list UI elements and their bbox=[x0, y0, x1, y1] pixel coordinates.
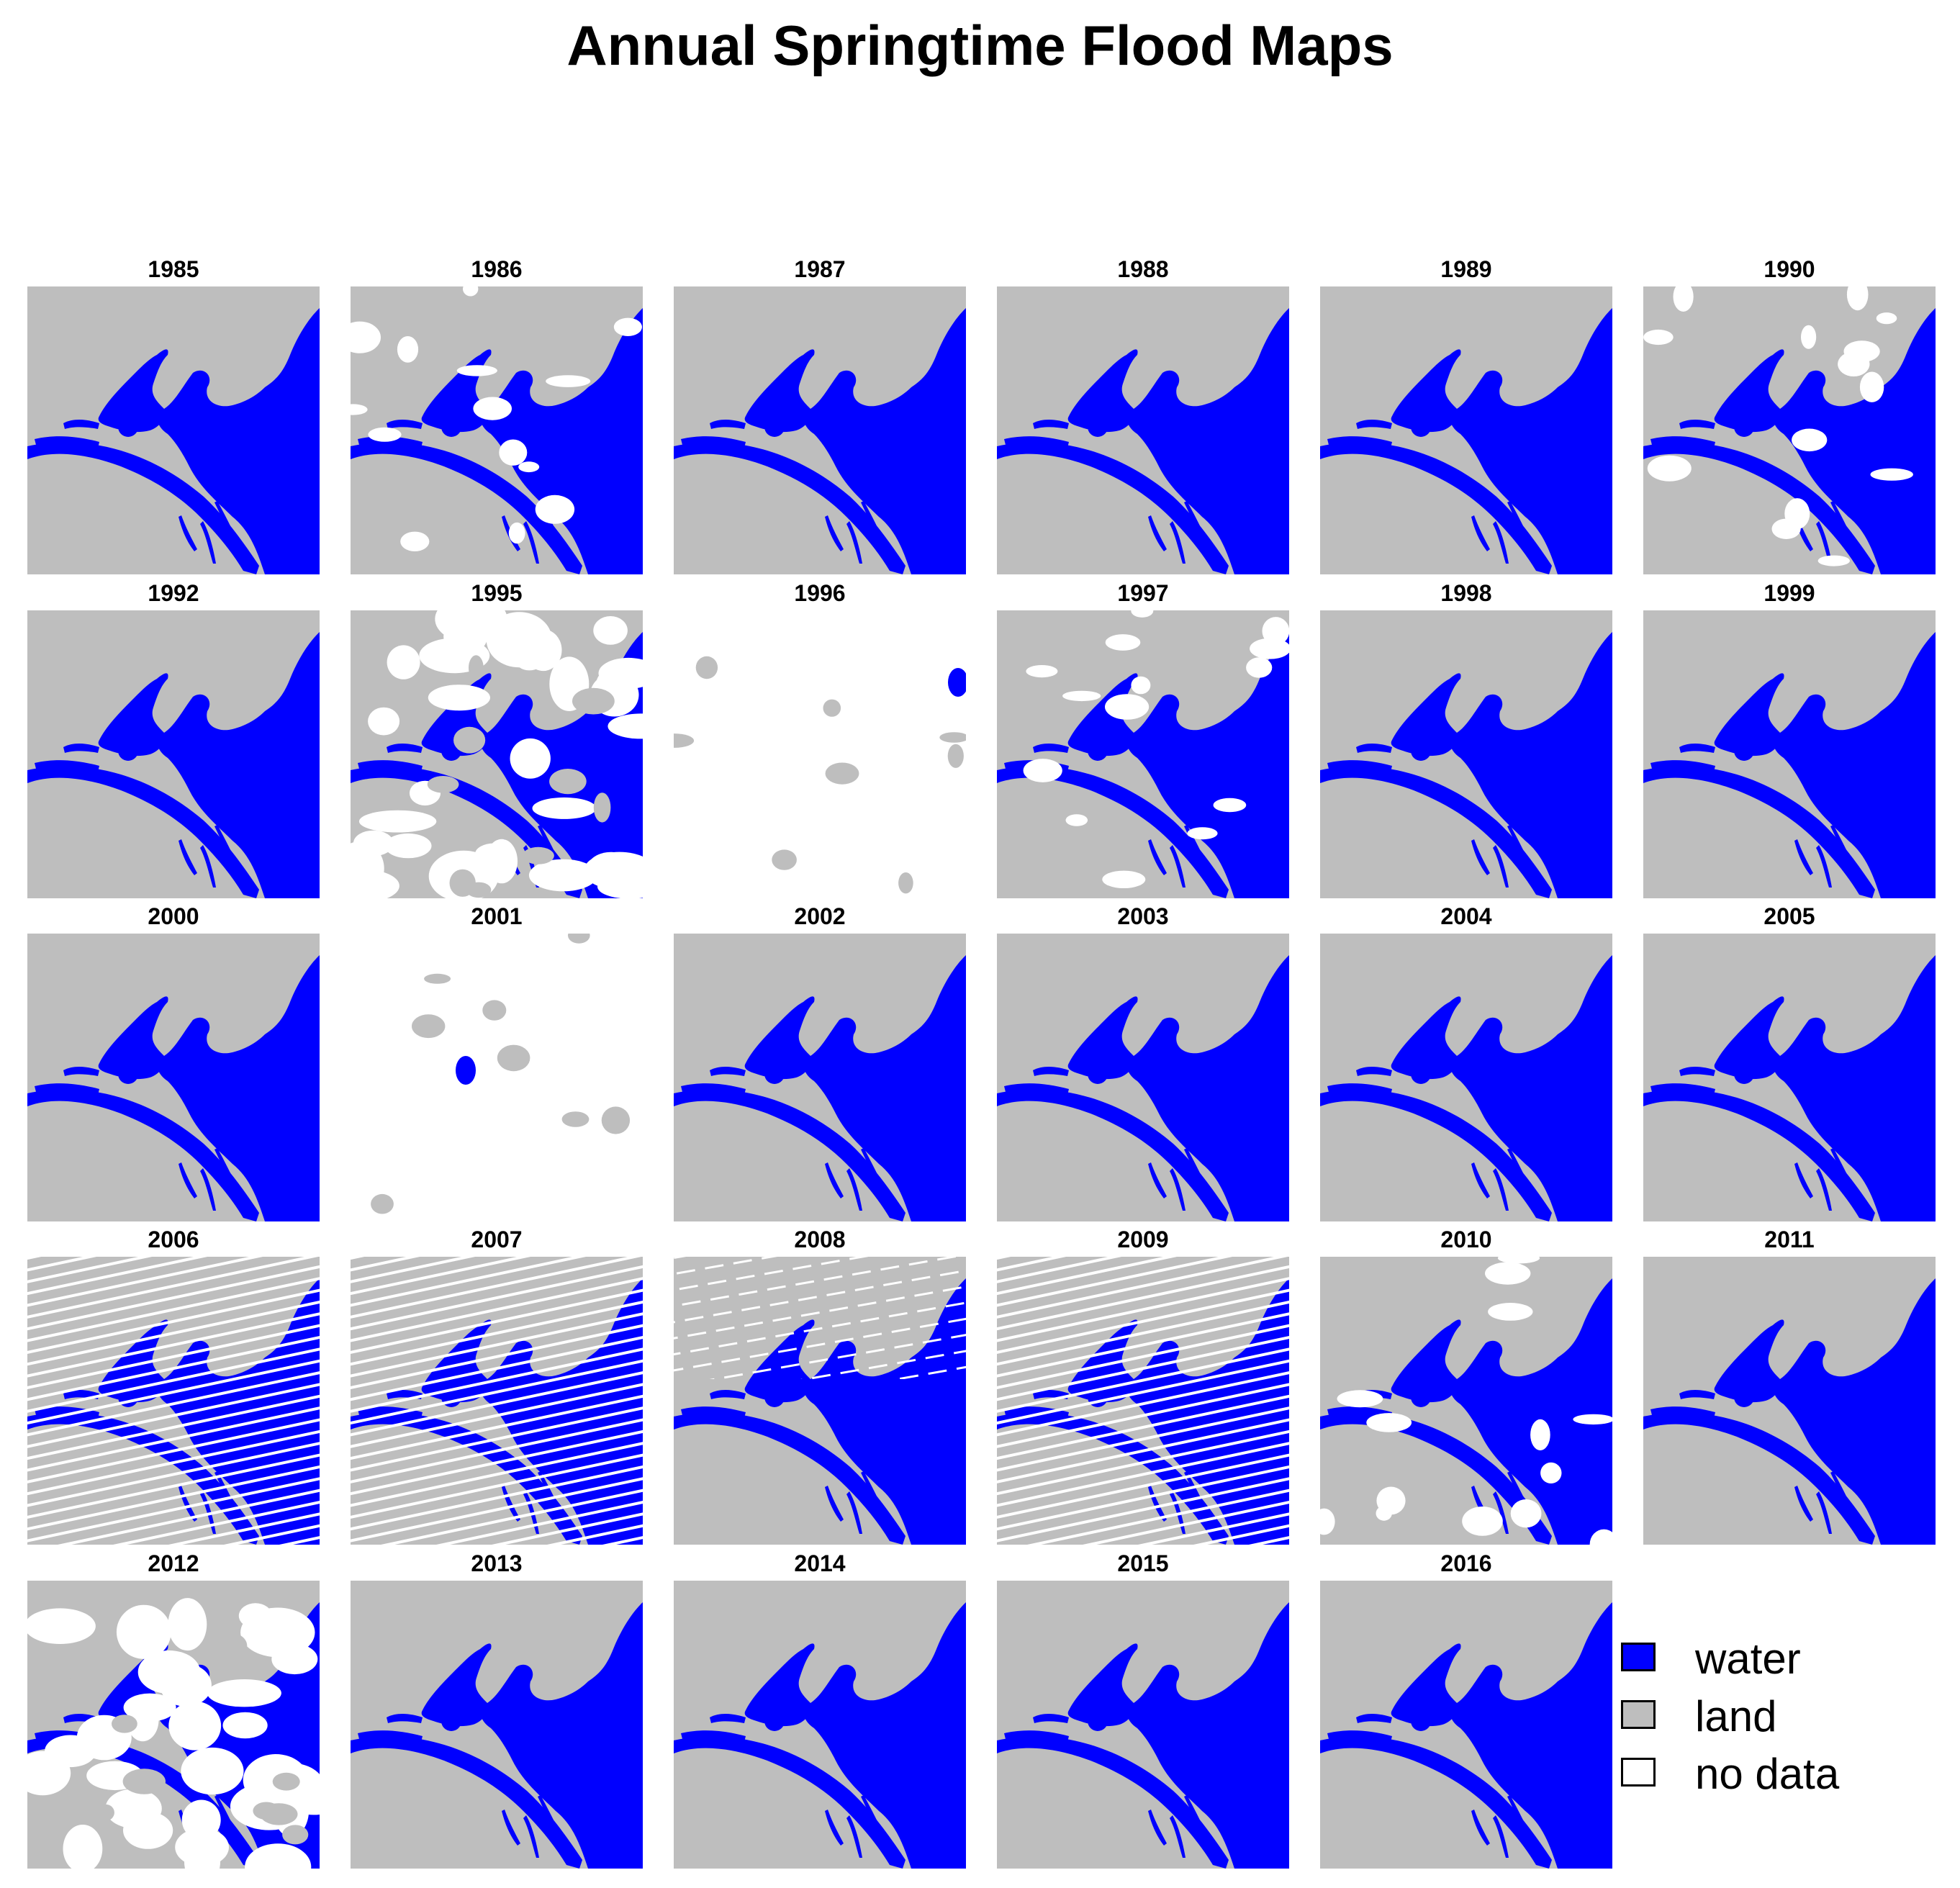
panel-year-label: 1997 bbox=[1117, 580, 1169, 606]
flood-map-panel-2009: 2009 bbox=[997, 1227, 1289, 1545]
panel-year-label: 2005 bbox=[1763, 903, 1815, 929]
flood-map-panel-2011: 2011 bbox=[1643, 1227, 1936, 1545]
flood-map-2000 bbox=[27, 934, 320, 1221]
flood-map-panel-2014: 2014 bbox=[674, 1550, 966, 1869]
panel-year-label: 2006 bbox=[148, 1227, 199, 1252]
flood-map-2004 bbox=[1320, 934, 1612, 1221]
panel-year-label: 2011 bbox=[1764, 1227, 1815, 1252]
panel-year-label: 1998 bbox=[1440, 580, 1492, 606]
panel-year-label: 2016 bbox=[1440, 1550, 1492, 1576]
panel-year-label: 2014 bbox=[794, 1550, 846, 1576]
legend-item-water: water bbox=[1616, 1635, 1947, 1693]
flood-map-panel-1992: 1992 bbox=[27, 580, 320, 898]
flood-map-2014 bbox=[674, 1581, 966, 1869]
flood-map-panel-2010: 2010 bbox=[1320, 1227, 1612, 1545]
legend-label-land: land bbox=[1695, 1692, 1777, 1740]
flood-map-2011 bbox=[1643, 1257, 1936, 1545]
flood-map-panel-1989: 1989 bbox=[1320, 256, 1612, 574]
panel-year-label: 1989 bbox=[1440, 256, 1492, 282]
flood-map-2003 bbox=[997, 934, 1289, 1221]
flood-map-panel-2005: 2005 bbox=[1643, 903, 1936, 1221]
flood-map-1999 bbox=[1643, 610, 1936, 898]
flood-map-panel-1988: 1988 bbox=[997, 256, 1289, 574]
legend-swatch-water bbox=[1621, 1643, 1656, 1671]
flood-map-1997 bbox=[997, 610, 1289, 898]
panel-year-label: 1992 bbox=[148, 580, 199, 606]
flood-map-1987 bbox=[674, 286, 966, 574]
panel-year-label: 2010 bbox=[1440, 1227, 1492, 1252]
flood-map-2005 bbox=[1643, 934, 1936, 1221]
panel-year-label: 2000 bbox=[148, 903, 199, 929]
flood-map-2006 bbox=[27, 1257, 320, 1545]
flood-map-panel-2016: 2016 bbox=[1320, 1550, 1612, 1869]
panel-year-label: 2012 bbox=[148, 1550, 199, 1576]
panel-year-label: 2003 bbox=[1117, 903, 1169, 929]
flood-map-1990 bbox=[1643, 286, 1936, 574]
flood-map-1989 bbox=[1320, 286, 1612, 574]
flood-map-panel-2004: 2004 bbox=[1320, 903, 1612, 1221]
flood-map-panel-2012: 2012 bbox=[27, 1550, 320, 1869]
legend: water land no data bbox=[1616, 1635, 1947, 1808]
panel-year-label: 1996 bbox=[794, 580, 846, 606]
legend-item-land: land bbox=[1616, 1693, 1947, 1751]
flood-map-2002 bbox=[674, 934, 966, 1221]
flood-map-2008 bbox=[674, 1257, 966, 1545]
flood-map-panel-2007: 2007 bbox=[351, 1227, 643, 1545]
flood-map-panel-1986: 1986 bbox=[351, 256, 643, 574]
flood-map-panel-1998: 1998 bbox=[1320, 580, 1612, 898]
flood-map-panel-1985: 1985 bbox=[27, 256, 320, 574]
flood-map-1992 bbox=[27, 610, 320, 898]
panel-year-label: 1987 bbox=[794, 256, 846, 282]
flood-map-panel-1995: 1995 bbox=[351, 580, 643, 898]
panel-year-label: 1986 bbox=[471, 256, 523, 282]
figure-title: Annual Springtime Flood Maps bbox=[566, 14, 1394, 77]
panel-year-label: 1988 bbox=[1117, 256, 1169, 282]
flood-map-2012 bbox=[27, 1581, 320, 1869]
flood-map-panel-2003: 2003 bbox=[997, 903, 1289, 1221]
flood-map-1998 bbox=[1320, 610, 1612, 898]
legend-item-no-data: no data bbox=[1616, 1751, 1947, 1808]
flood-map-panel-1999: 1999 bbox=[1643, 580, 1936, 898]
panel-year-label: 2009 bbox=[1117, 1227, 1169, 1252]
panel-year-label: 2002 bbox=[794, 903, 846, 929]
flood-map-1995 bbox=[351, 610, 643, 898]
flood-map-panel-2006: 2006 bbox=[27, 1227, 320, 1545]
panel-year-label: 1995 bbox=[471, 580, 523, 606]
flood-map-2016 bbox=[1320, 1581, 1612, 1869]
flood-map-panel-2013: 2013 bbox=[351, 1550, 643, 1869]
legend-swatch-land bbox=[1621, 1700, 1656, 1729]
flood-map-2009 bbox=[997, 1257, 1289, 1545]
legend-label-no-data: no data bbox=[1695, 1750, 1840, 1798]
panel-year-label: 1985 bbox=[148, 256, 199, 282]
flood-map-panel-1996: 1996 bbox=[674, 580, 966, 898]
panel-year-label: 2013 bbox=[471, 1550, 523, 1576]
flood-map-1988 bbox=[997, 286, 1289, 574]
flood-map-2001 bbox=[351, 934, 643, 1221]
panel-year-label: 1999 bbox=[1763, 580, 1815, 606]
panel-year-label: 2004 bbox=[1440, 903, 1492, 929]
flood-map-1986 bbox=[351, 286, 643, 574]
flood-map-panel-2002: 2002 bbox=[674, 903, 966, 1221]
panel-year-label: 2001 bbox=[471, 903, 523, 929]
flood-map-panel-1987: 1987 bbox=[674, 256, 966, 574]
panel-year-label: 2007 bbox=[471, 1227, 523, 1252]
flood-map-panel-2008: 2008 bbox=[674, 1227, 966, 1545]
panel-year-label: 2008 bbox=[794, 1227, 846, 1252]
flood-map-panel-1997: 1997 bbox=[997, 580, 1289, 898]
flood-map-panel-1990: 1990 bbox=[1643, 256, 1936, 574]
flood-map-1985 bbox=[27, 286, 320, 574]
flood-map-panel-2000: 2000 bbox=[27, 903, 320, 1221]
panel-year-label: 1990 bbox=[1763, 256, 1815, 282]
flood-map-2015 bbox=[997, 1581, 1289, 1869]
flood-map-panel-2015: 2015 bbox=[997, 1550, 1289, 1869]
flood-map-2010 bbox=[1320, 1257, 1612, 1545]
flood-map-panel-2001: 2001 bbox=[351, 903, 643, 1221]
legend-label-water: water bbox=[1695, 1635, 1801, 1683]
flood-map-2013 bbox=[351, 1581, 643, 1869]
legend-swatch-no-data bbox=[1621, 1758, 1656, 1787]
flood-map-2007 bbox=[351, 1257, 643, 1545]
flood-map-1996 bbox=[674, 610, 966, 898]
panel-year-label: 2015 bbox=[1117, 1550, 1169, 1576]
